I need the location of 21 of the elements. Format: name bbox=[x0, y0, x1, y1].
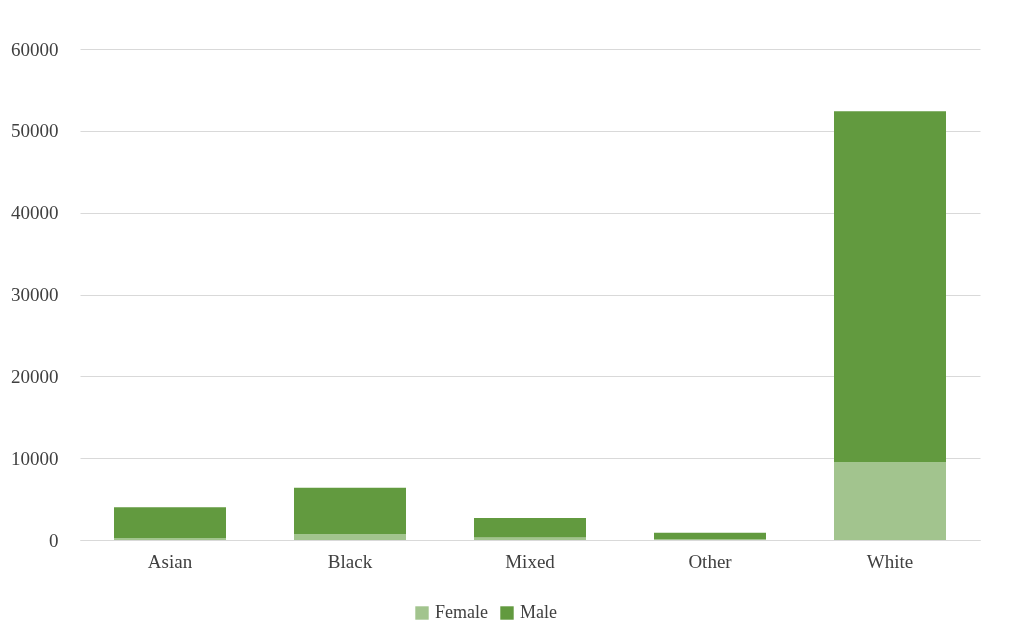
x-tick-label: Asian bbox=[147, 550, 193, 572]
bar bbox=[834, 111, 946, 463]
legend-label: Female bbox=[435, 602, 488, 622]
bar bbox=[294, 487, 406, 535]
y-tick-label: 60000 bbox=[11, 38, 59, 60]
bar bbox=[114, 507, 226, 539]
bar bbox=[654, 532, 766, 540]
y-tick-label: 0 bbox=[49, 529, 59, 551]
x-tick-label: Other bbox=[688, 550, 733, 572]
y-tick-label: 20000 bbox=[11, 365, 59, 387]
x-tick-label: Black bbox=[327, 550, 373, 572]
y-tick-label: 50000 bbox=[11, 120, 59, 142]
x-tick-label: Mixed bbox=[505, 550, 556, 572]
y-tick-label: 40000 bbox=[11, 202, 59, 224]
bar bbox=[474, 517, 586, 538]
x-tick-label: White bbox=[866, 550, 914, 572]
y-tick-label: 10000 bbox=[11, 447, 59, 469]
y-tick-label: 30000 bbox=[11, 284, 59, 305]
legend-label: Male bbox=[520, 602, 557, 622]
bar bbox=[294, 534, 406, 540]
bar bbox=[834, 462, 946, 540]
